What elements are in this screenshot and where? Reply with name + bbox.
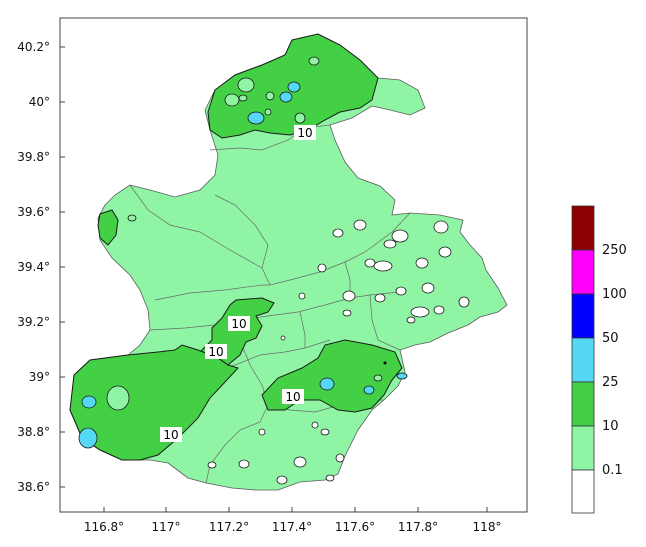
- precip-25-50-spots: [78, 81, 408, 449]
- y-tick-label: 38.6°: [17, 480, 50, 494]
- legend-label: 10: [602, 419, 619, 434]
- x-tick-label: 117°: [152, 520, 181, 534]
- svg-text:10: 10: [163, 428, 178, 442]
- x-tick-label: 117.2°: [209, 520, 249, 534]
- legend-swatch-50-100: [571, 293, 595, 339]
- x-tick-label: 118°: [473, 520, 502, 534]
- y-tick-label: 39.6°: [17, 205, 50, 219]
- legend-swatch-25-50: [571, 337, 595, 383]
- y-tick-label: 39°: [29, 370, 50, 384]
- contour-label: 10: [228, 316, 250, 331]
- legend-label: 250: [602, 243, 627, 258]
- contour-labels: 10 10 10 10 10: [160, 125, 316, 442]
- legend-label: 50: [602, 331, 619, 346]
- x-tick-label: 116.8°: [84, 520, 124, 534]
- legend-labels: 250 100 50 25 10 0.1: [602, 243, 627, 478]
- x-tick-label: 117.4°: [272, 520, 312, 534]
- legend-label: 100: [602, 287, 627, 302]
- svg-text:10: 10: [297, 126, 312, 140]
- precip-below-threshold-spots: [207, 219, 470, 485]
- legend-swatch-250-plus: [571, 205, 595, 251]
- x-axis: [103, 507, 488, 512]
- legend-swatch-100-250: [571, 249, 595, 295]
- zone-southwest: [69, 344, 239, 461]
- y-tick-label: 39.2°: [17, 315, 50, 329]
- x-tick-label: 117.6°: [335, 520, 375, 534]
- legend-colorbar: [571, 205, 595, 514]
- contour-label: 10: [294, 125, 316, 140]
- y-axis-labels: 40.2° 40° 39.8° 39.6° 39.4° 39.2° 39° 38…: [17, 40, 50, 494]
- legend-swatch-below-0.1: [571, 469, 595, 514]
- x-tick-label: 117.8°: [398, 520, 438, 534]
- svg-text:10: 10: [231, 317, 246, 331]
- y-tick-label: 39.4°: [17, 260, 50, 274]
- y-tick-label: 40.2°: [17, 40, 50, 54]
- legend-swatch-10-25: [571, 381, 595, 427]
- y-tick-label: 39.8°: [17, 150, 50, 164]
- legend-label: 0.1: [602, 463, 623, 478]
- precip-holes-in-green: [106, 56, 383, 411]
- svg-text:10: 10: [208, 345, 223, 359]
- x-axis-labels: 116.8° 117° 117.2° 117.4° 117.6° 117.8° …: [84, 520, 502, 534]
- y-axis: [60, 46, 65, 488]
- contour-label: 10: [205, 344, 227, 359]
- y-tick-label: 40°: [29, 95, 50, 109]
- y-tick-label: 38.8°: [17, 425, 50, 439]
- contour-label: 10: [282, 389, 304, 404]
- legend-label: 25: [602, 375, 619, 390]
- legend-swatch-0.1-10: [571, 425, 595, 471]
- zone-west-bulge: [97, 209, 119, 246]
- svg-text:10: 10: [285, 390, 300, 404]
- contour-label: 10: [160, 427, 182, 442]
